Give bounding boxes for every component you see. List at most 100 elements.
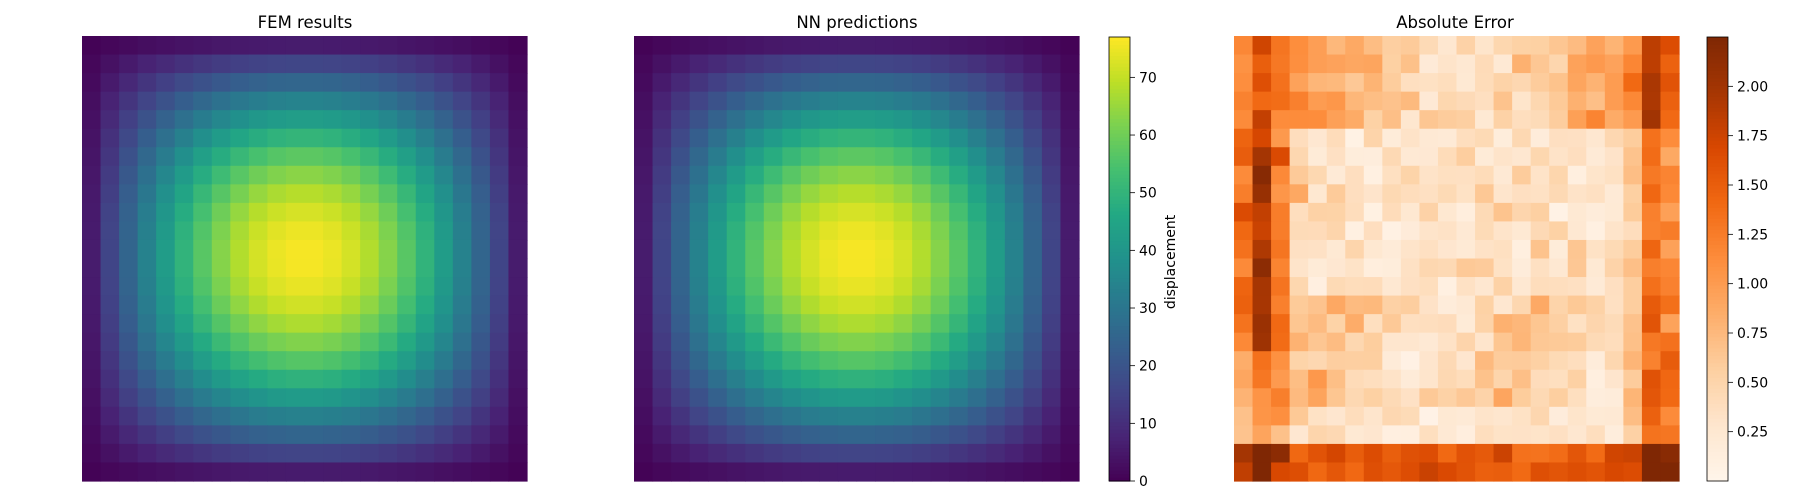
fem-cell bbox=[489, 388, 510, 408]
fem-cell bbox=[415, 165, 435, 185]
fem-cell bbox=[360, 332, 380, 352]
error-cell bbox=[1400, 73, 1421, 93]
fem-cell bbox=[397, 277, 417, 297]
fem-cell bbox=[452, 239, 472, 260]
fem-cell bbox=[211, 462, 231, 482]
error-colorbar-gradient-band bbox=[1707, 111, 1728, 116]
error-cell bbox=[1549, 258, 1569, 278]
error-cell bbox=[1586, 91, 1606, 111]
error-cell bbox=[1549, 54, 1569, 74]
nn-cell bbox=[856, 165, 876, 185]
fem-cell bbox=[508, 332, 528, 352]
error-cell bbox=[1252, 128, 1272, 148]
error-colorbar-gradient-band bbox=[1707, 444, 1728, 449]
error-cell bbox=[1567, 54, 1587, 74]
fem-cell bbox=[452, 332, 472, 352]
fem-cell bbox=[323, 258, 343, 278]
fem-cell bbox=[119, 239, 139, 260]
nn-cell bbox=[967, 443, 987, 464]
error-cell bbox=[1363, 277, 1383, 297]
error-cell bbox=[1549, 147, 1569, 167]
nn-cell bbox=[652, 351, 672, 371]
displacement-colorbar-gradient-band bbox=[1109, 107, 1130, 112]
error-cell bbox=[1567, 147, 1587, 167]
fem-cell bbox=[285, 462, 306, 482]
nn-cell bbox=[930, 369, 950, 389]
error-cell bbox=[1400, 332, 1421, 352]
nn-cell bbox=[893, 388, 913, 408]
error-cell bbox=[1660, 295, 1680, 315]
fem-cell bbox=[156, 351, 176, 371]
error-cell bbox=[1271, 221, 1291, 241]
fem-cell bbox=[156, 443, 176, 464]
error-colorbar-gradient-band bbox=[1707, 310, 1728, 316]
fem-cell bbox=[452, 221, 472, 241]
error-cell bbox=[1289, 184, 1309, 204]
fem-cell bbox=[211, 73, 231, 93]
nn-cell bbox=[949, 295, 969, 315]
nn-cell bbox=[745, 388, 765, 408]
error-cell bbox=[1456, 406, 1476, 426]
error-cell bbox=[1660, 184, 1680, 204]
nn-cell bbox=[893, 54, 913, 74]
error-cell bbox=[1308, 351, 1328, 371]
error-cell bbox=[1456, 295, 1476, 315]
error-cell bbox=[1493, 388, 1513, 408]
nn-cell bbox=[652, 462, 672, 482]
error-cell bbox=[1271, 54, 1291, 74]
error-cell bbox=[1567, 73, 1587, 93]
error-cell bbox=[1234, 425, 1254, 445]
nn-cell bbox=[967, 221, 987, 241]
error-cell bbox=[1234, 147, 1254, 167]
error-cell bbox=[1252, 221, 1272, 241]
nn-cell bbox=[912, 388, 932, 408]
fem-cell bbox=[304, 54, 324, 74]
nn-cell bbox=[634, 425, 654, 445]
error-cell bbox=[1660, 221, 1680, 241]
nn-cell bbox=[634, 54, 654, 74]
error-cell bbox=[1493, 332, 1513, 352]
error-cell bbox=[1234, 221, 1254, 241]
fem-cell bbox=[471, 277, 491, 297]
fem-cell bbox=[119, 202, 139, 223]
displacement-colorbar-gradient-band bbox=[1109, 155, 1130, 160]
error-cell bbox=[1623, 332, 1643, 352]
fem-cell bbox=[378, 202, 398, 223]
nn-cell bbox=[689, 369, 709, 389]
fem-cell bbox=[471, 388, 491, 408]
error-cell bbox=[1345, 91, 1365, 111]
nn-cell bbox=[689, 406, 709, 426]
nn-cell bbox=[856, 202, 876, 223]
error-cell bbox=[1382, 332, 1402, 352]
nn-cell bbox=[875, 388, 895, 408]
fem-cell bbox=[211, 91, 231, 111]
error-cell bbox=[1271, 165, 1291, 185]
nn-cell bbox=[875, 462, 895, 482]
nn-cell bbox=[967, 54, 987, 74]
nn-cell bbox=[800, 202, 821, 223]
fem-cell bbox=[471, 54, 491, 74]
fem-cell bbox=[211, 425, 231, 445]
error-cell bbox=[1456, 202, 1476, 223]
nn-cell bbox=[819, 128, 839, 148]
nn-cell bbox=[1041, 147, 1062, 167]
fem-cell bbox=[434, 110, 454, 130]
fem-cell bbox=[267, 73, 287, 93]
fem-cell bbox=[378, 54, 398, 74]
fem-cell bbox=[285, 369, 306, 389]
fem-cell bbox=[397, 91, 417, 111]
error-cell bbox=[1289, 239, 1309, 260]
fem-cell bbox=[285, 425, 306, 445]
fem-cell bbox=[230, 91, 250, 111]
error-cell bbox=[1456, 462, 1476, 482]
fem-cell bbox=[100, 110, 120, 130]
nn-cell bbox=[1041, 110, 1062, 130]
error-cell bbox=[1660, 202, 1680, 223]
nn-cell bbox=[1060, 277, 1080, 297]
error-cell bbox=[1549, 388, 1569, 408]
fem-cell bbox=[304, 221, 324, 241]
nn-cell bbox=[726, 239, 746, 260]
fem-cell bbox=[137, 388, 157, 408]
fem-cell bbox=[100, 258, 120, 278]
fem-cell bbox=[137, 128, 157, 148]
